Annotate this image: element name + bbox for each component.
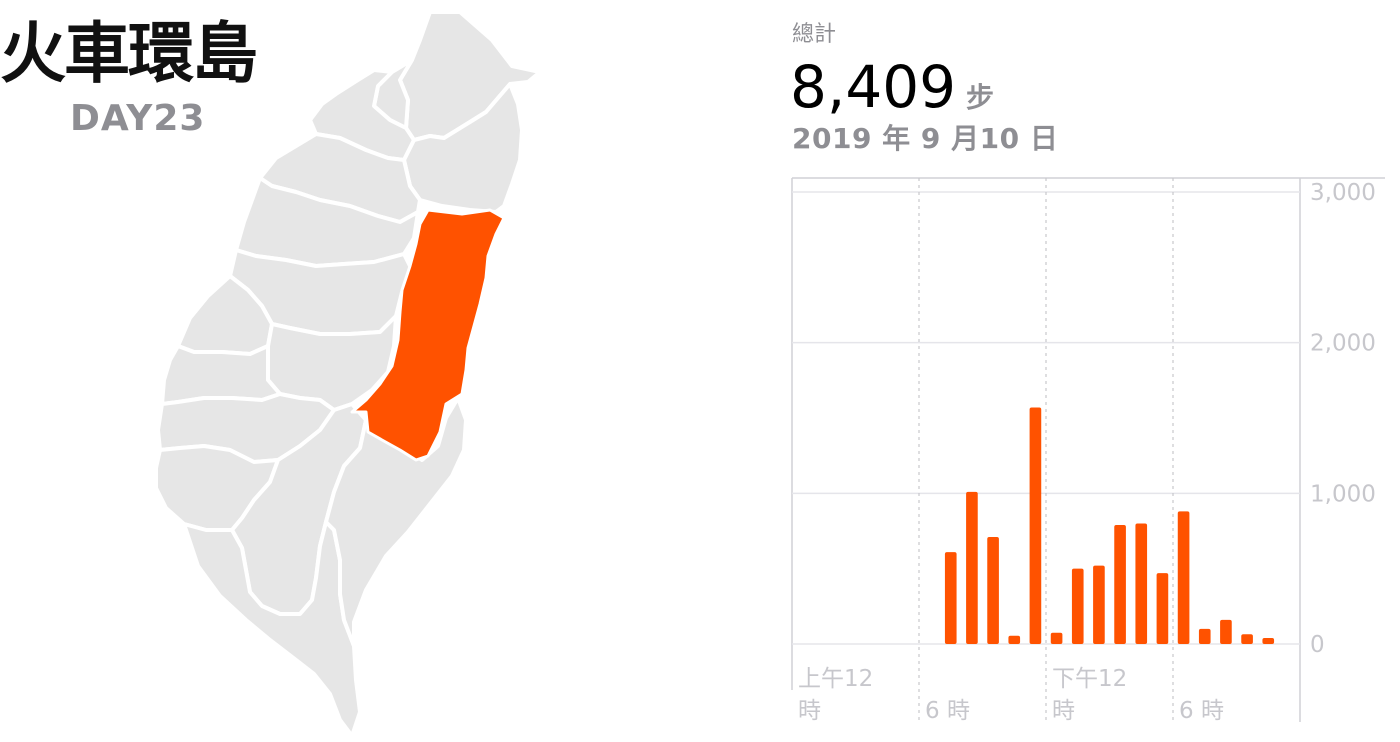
page-title: 火車環島 xyxy=(0,15,258,92)
total-steps-value: 8,409 xyxy=(790,53,957,121)
date-label: 2019 年 9 月10 日 xyxy=(792,122,1059,155)
bar xyxy=(1135,523,1148,644)
bar xyxy=(1029,407,1042,644)
day-label: DAY23 xyxy=(70,98,206,139)
bar xyxy=(1220,619,1232,644)
bar xyxy=(1262,637,1275,644)
region-hualien-highlighted xyxy=(350,208,506,462)
bar xyxy=(1093,565,1105,644)
x-tick-label: 下午12 xyxy=(1052,666,1127,692)
y-tick-label: 2,000 xyxy=(1310,331,1376,357)
bar xyxy=(966,491,978,644)
steps-unit: 步 xyxy=(966,81,995,114)
y-tick-label: 1,000 xyxy=(1310,481,1376,507)
taiwan-map xyxy=(154,10,542,738)
bar xyxy=(1198,628,1211,644)
bar xyxy=(1050,632,1063,644)
hourly-steps-chart: 3,000 2,000 1,000 0 上午12 時 6 時 下午12 時 6 時 xyxy=(791,177,1385,724)
bar xyxy=(987,537,999,644)
bar xyxy=(1008,635,1021,644)
total-label: 總計 xyxy=(792,22,837,47)
x-tick-label: 6 時 xyxy=(925,698,970,724)
total-steps: 8,409 步 xyxy=(790,54,994,120)
x-tick-label: 時 xyxy=(798,698,821,724)
region-yunlin xyxy=(160,344,282,406)
y-tick-label: 3,000 xyxy=(1310,180,1376,206)
x-tick-label: 時 xyxy=(1052,698,1075,724)
x-tick-label: 上午12 xyxy=(798,666,873,692)
map-regions xyxy=(154,10,542,738)
bar xyxy=(1114,524,1126,644)
bar xyxy=(1177,511,1190,644)
x-tick-label: 6 時 xyxy=(1179,698,1224,724)
y-tick-label: 0 xyxy=(1310,632,1325,658)
region-taitung xyxy=(324,396,468,648)
bar xyxy=(944,552,957,644)
bar xyxy=(1071,568,1084,644)
bar xyxy=(1241,634,1253,644)
bar xyxy=(1156,573,1169,644)
